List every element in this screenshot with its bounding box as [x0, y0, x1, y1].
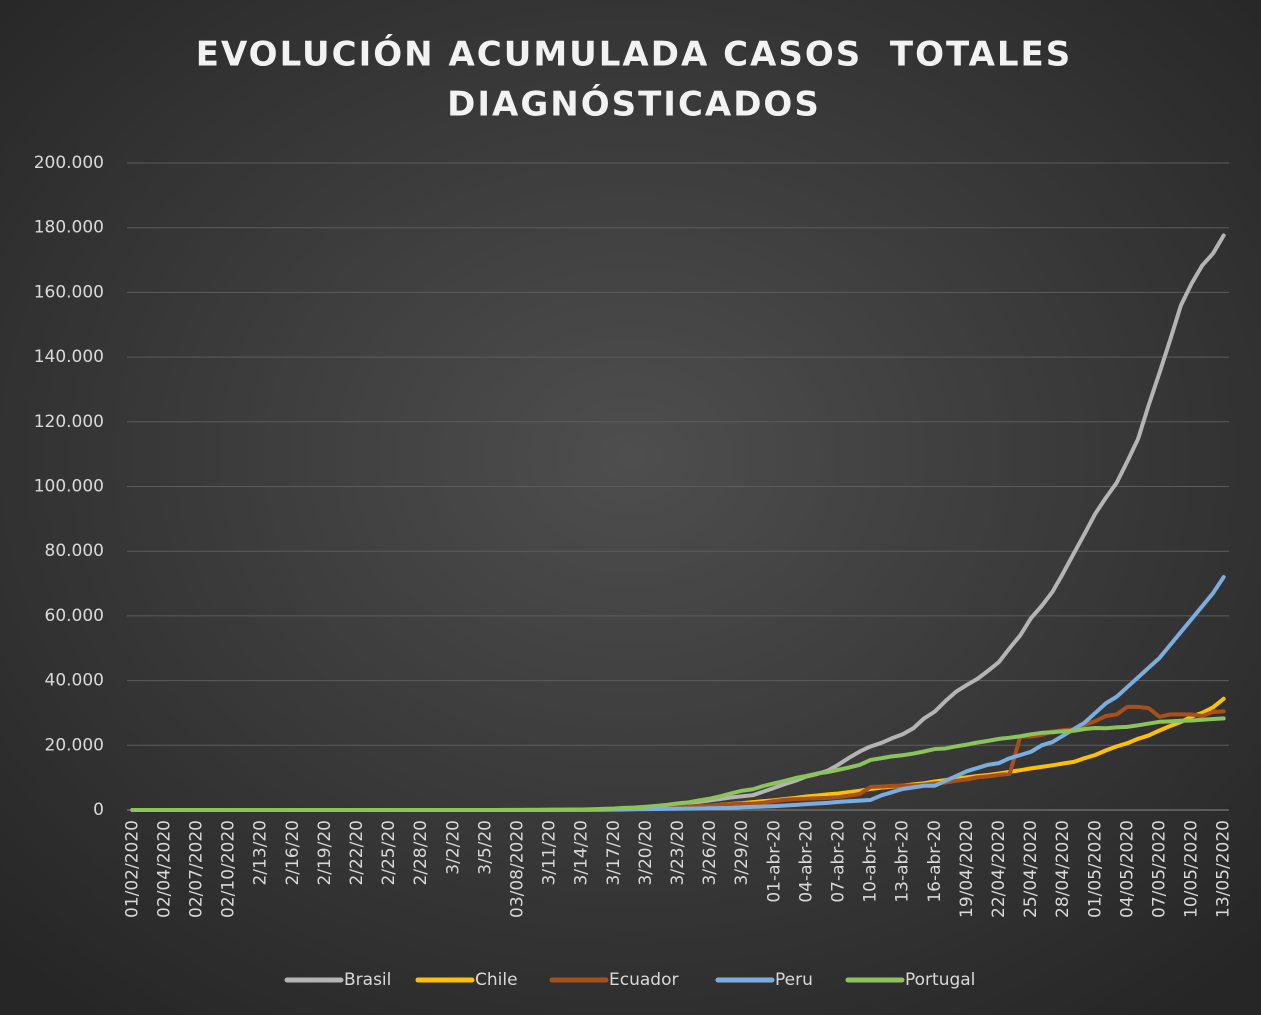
x-tick-label: 13-abr-20 [893, 820, 913, 903]
y-tick-label: 160.000 [34, 282, 104, 302]
series-line [130, 716, 1226, 812]
legend-label: Peru [775, 970, 813, 990]
x-tick-label: 03/08/2020 [508, 820, 528, 918]
x-tick-label: 01/02/2020 [122, 820, 142, 918]
x-tick-label: 2/22/20 [347, 820, 367, 886]
y-tick-label: 120.000 [34, 412, 104, 432]
x-tick-label: 01-abr-20 [764, 820, 784, 903]
x-tick-label: 3/14/20 [572, 820, 592, 886]
x-tick-label: 2/19/20 [315, 820, 335, 886]
x-tick-label: 10/05/2020 [1182, 820, 1202, 918]
x-tick-label: 04/05/2020 [1117, 820, 1137, 918]
x-tick-label: 2/28/20 [411, 820, 431, 886]
chart-title: DIAGNÓSTICADOS [447, 84, 821, 125]
chart-title: EVOLUCIÓN ACUMULADA CASOS TOTALES [196, 34, 1073, 75]
x-tick-label: 07/05/2020 [1149, 820, 1169, 918]
x-tick-label: 19/04/2020 [957, 820, 977, 918]
x-tick-label: 25/04/2020 [1021, 820, 1041, 918]
x-tick-label: 02/10/2020 [219, 820, 239, 918]
x-tick-label: 3/23/20 [668, 820, 688, 886]
x-tick-label: 2/13/20 [251, 820, 271, 886]
x-tick-label: 3/11/20 [540, 820, 560, 886]
x-tick-label: 3/2/20 [443, 820, 463, 875]
x-tick-label: 02/07/2020 [187, 820, 207, 918]
x-tick-label: 04-abr-20 [796, 820, 816, 903]
legend-label: Chile [475, 970, 518, 990]
x-tick-label: 3/5/20 [475, 820, 495, 875]
x-tick-label: 28/04/2020 [1053, 820, 1073, 918]
legend-label: Brasil [344, 970, 391, 990]
legend-label: Ecuador [609, 970, 678, 990]
x-tick-label: 13/05/2020 [1214, 820, 1234, 918]
x-tick-label: 3/20/20 [636, 820, 656, 886]
x-tick-label: 3/26/20 [700, 820, 720, 886]
y-tick-label: 60.000 [45, 606, 104, 626]
y-tick-label: 200.000 [34, 153, 104, 173]
legend-label: Portugal [905, 970, 975, 990]
x-tick-label: 10-abr-20 [861, 820, 881, 903]
x-tick-label: 2/16/20 [283, 820, 303, 886]
x-tick-label: 3/17/20 [604, 820, 624, 886]
y-tick-label: 180.000 [34, 218, 104, 238]
x-tick-label: 22/04/2020 [989, 820, 1009, 918]
y-tick-label: 40.000 [45, 671, 104, 691]
x-tick-label: 07-abr-20 [828, 820, 848, 903]
x-tick-label: 01/05/2020 [1085, 820, 1105, 918]
x-tick-label: 2/25/20 [379, 820, 399, 886]
y-tick-label: 140.000 [34, 347, 104, 367]
x-tick-label: 3/29/20 [732, 820, 752, 886]
x-tick-label: 02/04/2020 [154, 820, 174, 918]
y-tick-label: 0 [93, 800, 104, 820]
y-tick-label: 20.000 [45, 735, 104, 755]
y-tick-label: 100.000 [34, 477, 104, 497]
y-tick-label: 80.000 [45, 541, 104, 561]
x-tick-label: 16-abr-20 [925, 820, 945, 903]
